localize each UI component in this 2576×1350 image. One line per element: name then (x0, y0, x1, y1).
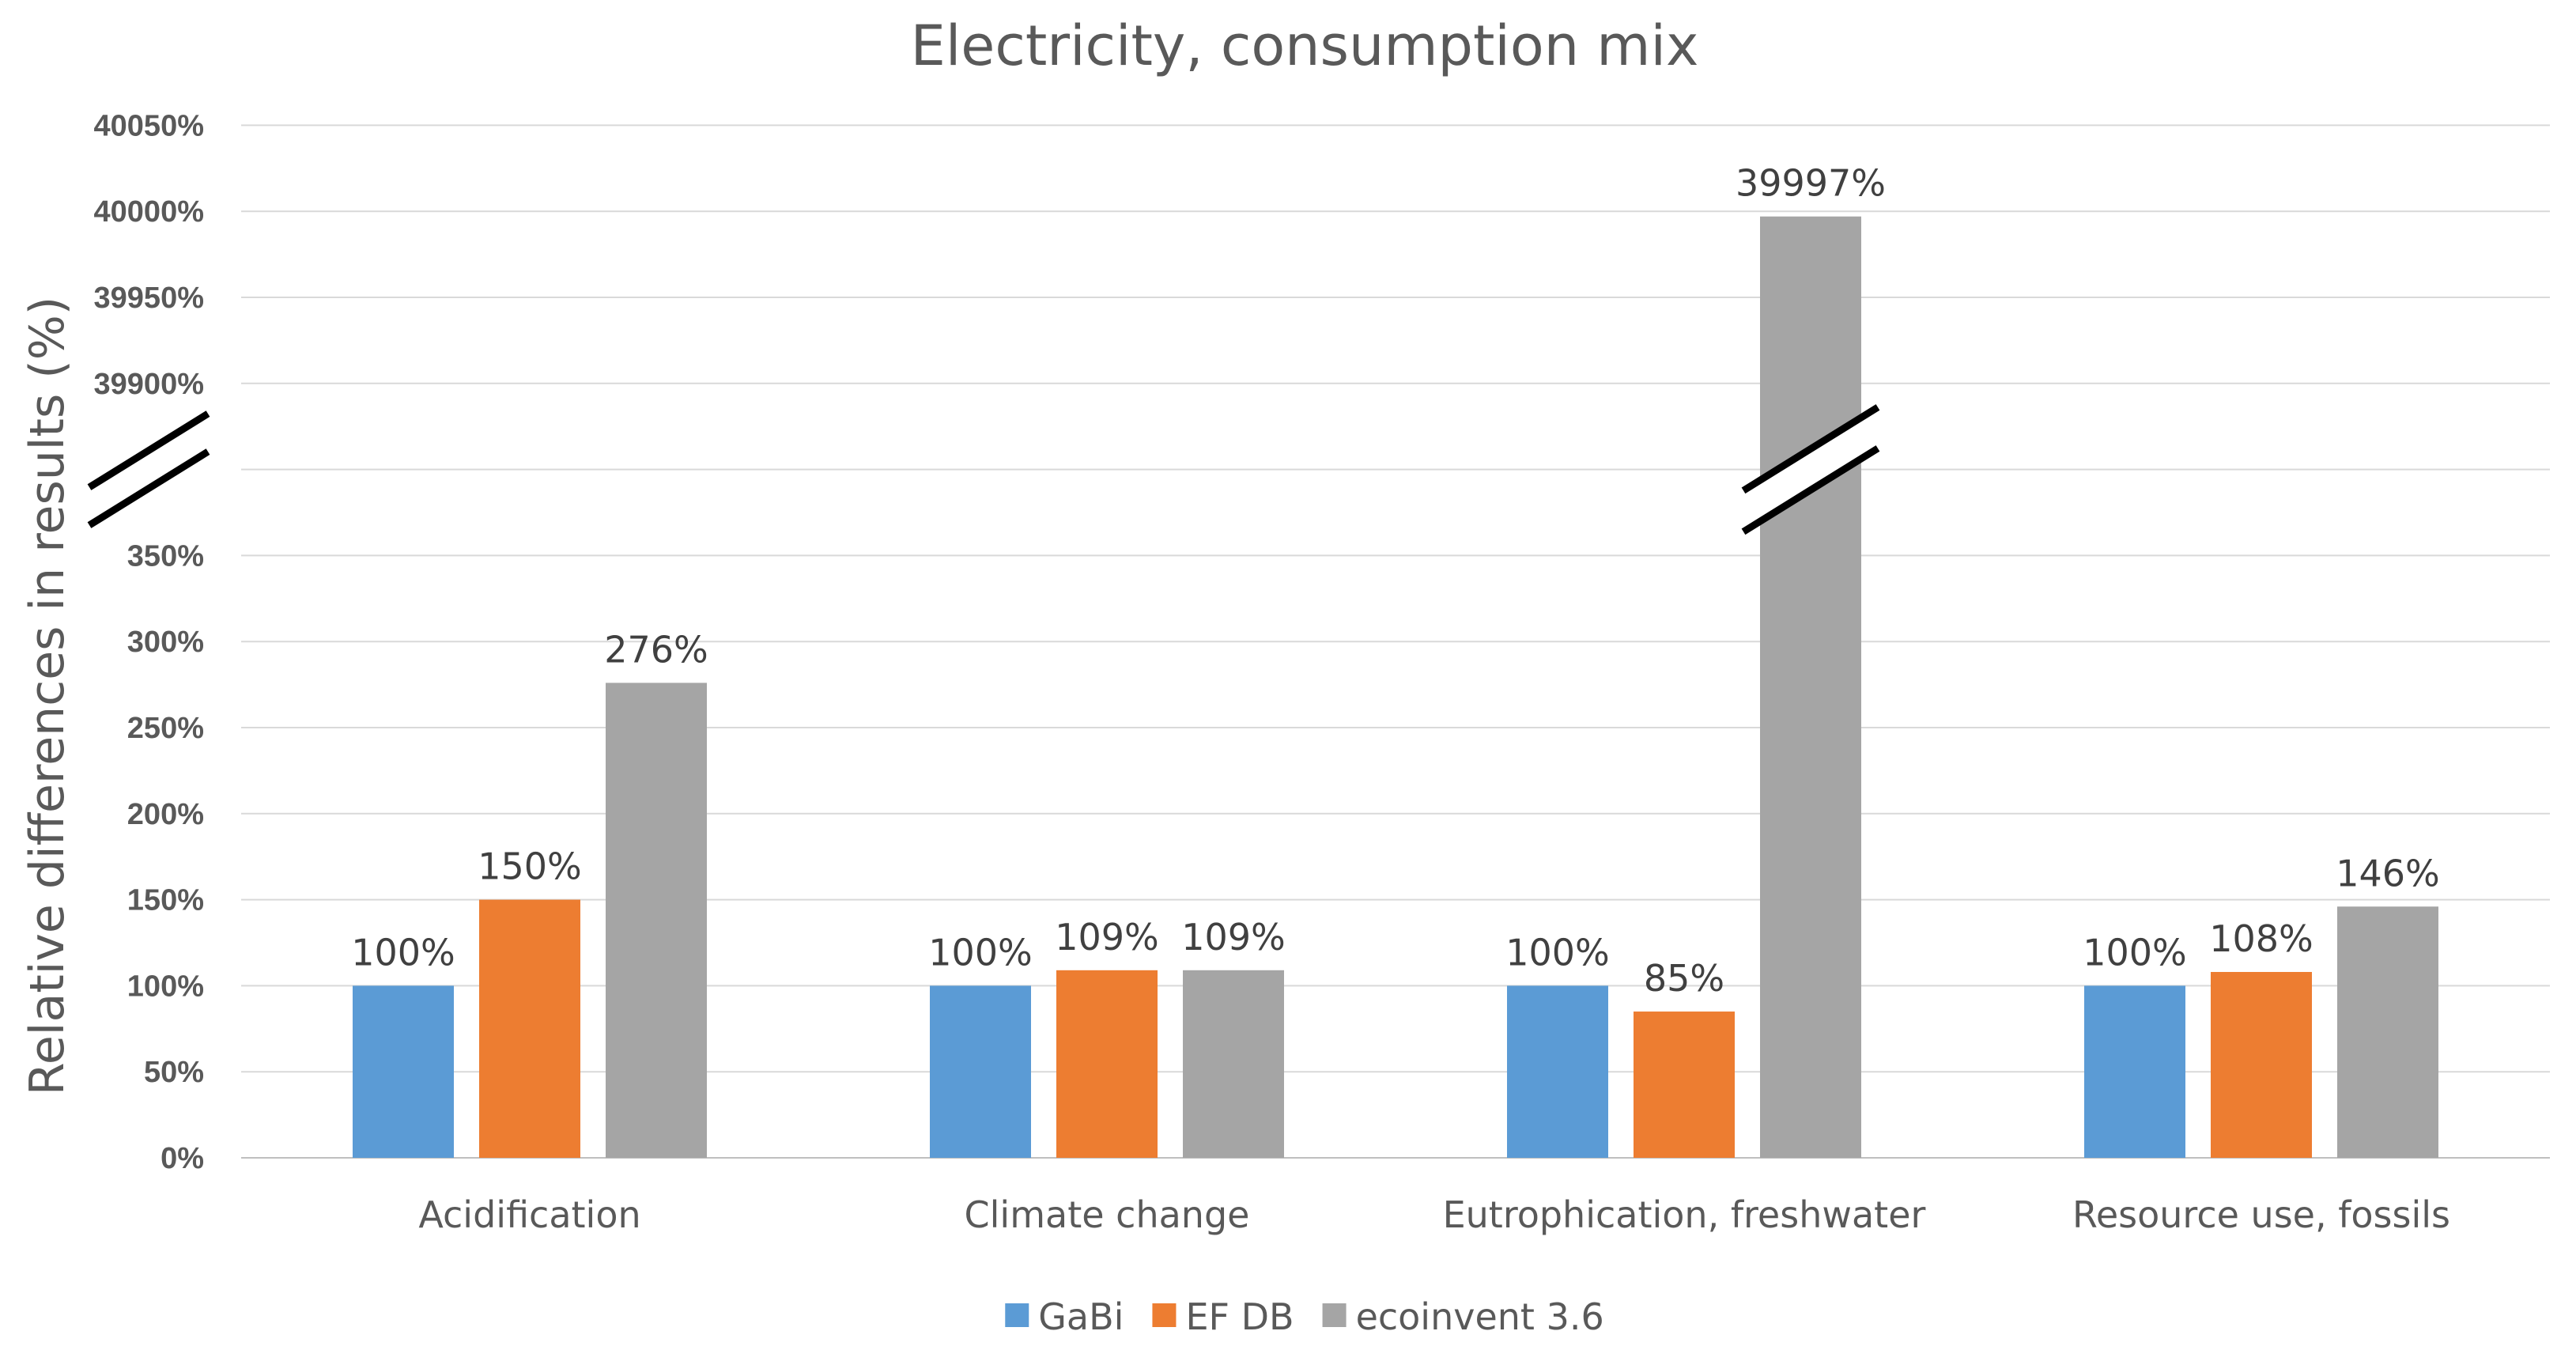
data-label: 150% (478, 845, 582, 888)
y-tick-label: 40000% (94, 195, 204, 229)
x-axis-ticks: Acidification Climate change Eutrophicatio… (418, 1193, 2450, 1236)
y-tick-label: 200% (127, 798, 204, 831)
y-tick-label: 150% (127, 884, 204, 917)
y-tick-label: 39900% (94, 368, 204, 401)
data-label: 276% (604, 628, 708, 671)
y-tick-label: 50% (144, 1056, 204, 1089)
data-label: 146% (2336, 852, 2440, 894)
data-label: 100% (928, 931, 1033, 974)
y-axis-break-line (87, 410, 210, 490)
data-label: 108% (2209, 917, 2313, 960)
bar-ecoinvent-3-6 (2337, 906, 2438, 1158)
x-tick-label: Climate change (965, 1193, 1250, 1236)
bar-break-gap (1743, 407, 1878, 532)
x-tick-label: Acidification (418, 1193, 640, 1236)
bar-ef-db (2211, 971, 2312, 1158)
data-labels: 100% 150% 276% 100% 109% 109% 100% 85% 39997% 100… (351, 162, 2440, 1000)
y-tick-label: 350% (127, 539, 204, 573)
y-axis-break-line (87, 448, 210, 528)
x-tick-label: Resource use, fossils (2072, 1193, 2450, 1236)
y-tick-label: 0% (161, 1142, 204, 1175)
x-tick-label: Eutrophication, freshwater (1443, 1193, 1926, 1236)
bars (353, 216, 2438, 1158)
data-label: 39997% (1736, 162, 1886, 205)
bar-ecoinvent-3-6 (606, 683, 707, 1158)
y-tick-label: 39950% (94, 282, 204, 315)
bar-gabi (930, 985, 1031, 1158)
y-tick-label: 250% (127, 712, 204, 745)
axis-breaks (87, 404, 1880, 535)
legend-swatch (1322, 1303, 1347, 1327)
legend-label: EF DB (1185, 1295, 1294, 1338)
bar-break-line (1741, 404, 1880, 494)
legend: GaBi EF DB ecoinvent 3.6 (1005, 1295, 1604, 1338)
data-label: 109% (1181, 916, 1286, 959)
y-axis-break-gap (89, 414, 208, 526)
gridlines (241, 124, 2550, 1159)
data-label: 100% (351, 931, 455, 974)
y-axis-ticks: 0% 50% 100% 150% 200% 250% 300% 350% 39900% 39950… (94, 109, 204, 1175)
y-tick-label: 40050% (94, 109, 204, 142)
y-tick-label: 300% (127, 626, 204, 659)
bar-ef-db (1056, 970, 1158, 1158)
data-label: 100% (2083, 931, 2187, 974)
legend-label: ecoinvent 3.6 (1356, 1295, 1604, 1338)
bar-gabi (2084, 985, 2185, 1158)
legend-swatch (1152, 1303, 1177, 1327)
y-tick-label: 100% (127, 970, 204, 1003)
bar-ef-db (1634, 1012, 1735, 1158)
legend-swatch (1005, 1303, 1029, 1327)
bar-ef-db (479, 899, 580, 1158)
bar-ecoinvent-3-6 (1183, 970, 1284, 1158)
bar-gabi (353, 985, 454, 1158)
data-label: 109% (1055, 916, 1159, 959)
bar-break-line (1741, 445, 1880, 535)
legend-label: GaBi (1038, 1295, 1124, 1338)
y-axis-label: Relative differences in results (%) (20, 297, 75, 1095)
bar-gabi (1507, 985, 1608, 1158)
data-label: 85% (1644, 957, 1724, 1000)
bar-ecoinvent-3-6 (1760, 216, 1861, 1158)
data-label: 100% (1505, 931, 1610, 974)
chart-title: Electricity, consumption mix (911, 13, 1699, 78)
